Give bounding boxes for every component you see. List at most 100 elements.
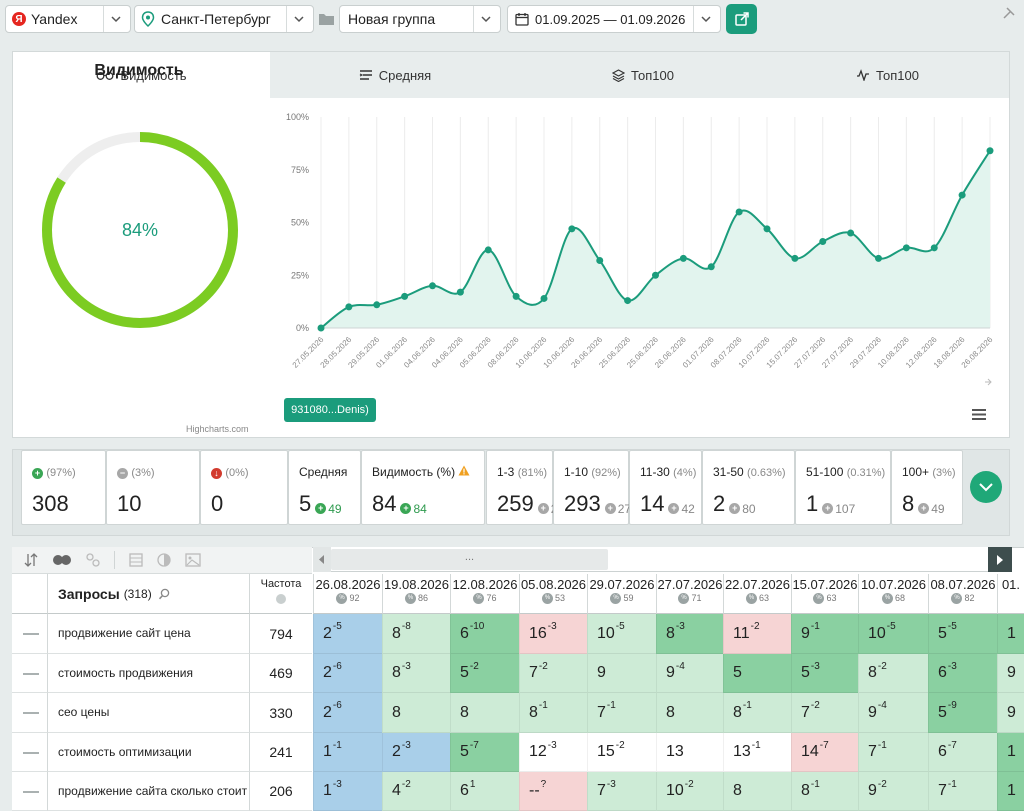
position-cell[interactable]: 6 -10 [450, 614, 519, 654]
date-column-header[interactable]: 22.07.2026% 63 [723, 574, 791, 614]
position-cell[interactable]: 2 -6 [313, 693, 382, 733]
search-icon[interactable] [158, 588, 170, 600]
position-cell[interactable]: 6 -3 [928, 654, 997, 693]
position-cell[interactable]: 15 -2 [587, 733, 656, 772]
position-cell[interactable]: 1 [997, 614, 1024, 654]
position-cell[interactable]: 2 -3 [382, 733, 450, 772]
query-cell[interactable]: стоимость продвижения [48, 654, 250, 693]
tab-average[interactable]: Средняя [270, 52, 520, 98]
position-cell[interactable]: 5 -5 [928, 614, 997, 654]
position-cell[interactable]: 9 [587, 654, 656, 693]
position-cell[interactable]: 8 -1 [519, 693, 587, 733]
position-cell[interactable]: 9 -2 [858, 772, 928, 811]
stat-box[interactable]: 100+ (3%) 8 +49 [891, 450, 963, 525]
stat-box[interactable]: ↓ (0%) 0 [200, 450, 288, 525]
position-cell[interactable]: 1 -1 [313, 733, 382, 772]
position-cell[interactable]: 8 -3 [656, 614, 723, 654]
group-select[interactable]: Новая группа [339, 5, 501, 33]
stat-box[interactable]: 1-3 (81%) 259+2 [486, 450, 557, 525]
scroll-thumb[interactable]: ... [331, 549, 608, 570]
position-cell[interactable]: 8 [656, 693, 723, 733]
position-cell[interactable]: 6 -7 [928, 733, 997, 772]
position-cell[interactable]: 8 [382, 693, 450, 733]
position-cell[interactable]: 9 -4 [656, 654, 723, 693]
stat-box[interactable]: 31-50 (0.63%) 2 +80 [702, 450, 795, 525]
position-cell[interactable]: 14 -7 [791, 733, 858, 772]
query-cell[interactable]: продвижение сайта сколько стоит [48, 772, 250, 811]
link-icon[interactable] [86, 553, 100, 567]
position-cell[interactable]: 10 -2 [656, 772, 723, 811]
position-cell[interactable]: 13 -1 [723, 733, 791, 772]
position-cell[interactable]: 1 -3 [313, 772, 382, 811]
position-cell[interactable]: 7 -1 [587, 693, 656, 733]
date-column-header[interactable]: 08.07.2026% 82 [928, 574, 997, 614]
stat-box[interactable]: 51-100 (0.31%) 1 +107 [795, 450, 891, 525]
frequency-header[interactable]: Частота [250, 574, 312, 614]
stat-box[interactable]: Средняя 5 +49 [288, 450, 361, 525]
row-collapse-icon[interactable] [23, 751, 39, 754]
frequency-settings-icon[interactable] [275, 593, 287, 605]
tab-top100[interactable]: Топ100 [520, 52, 766, 98]
pin-icon[interactable] [1002, 6, 1016, 20]
row-select-cell[interactable] [12, 733, 48, 772]
row-collapse-icon[interactable] [23, 712, 39, 714]
row-select-cell[interactable] [12, 654, 48, 693]
sort-icon[interactable] [24, 553, 38, 567]
row-select-cell[interactable] [12, 614, 48, 654]
position-cell[interactable]: 2 -6 [313, 654, 382, 693]
date-column-header[interactable]: 01. [997, 574, 1024, 614]
series-legend-button[interactable]: 931080...Denis) [284, 398, 376, 422]
position-cell[interactable]: 1 [997, 772, 1024, 811]
position-cell[interactable]: 10 -5 [858, 614, 928, 654]
tab-top100-dynamics[interactable]: Топ100 [766, 52, 1009, 98]
position-cell[interactable]: 10 -5 [587, 614, 656, 654]
image-icon[interactable] [185, 553, 201, 567]
stat-box[interactable]: − (3%) 10 [106, 450, 200, 525]
query-cell[interactable]: сео цены [48, 693, 250, 733]
query-cell[interactable]: продвижение сайт цена [48, 614, 250, 654]
date-column-header[interactable]: 26.08.2026% 92 [313, 574, 382, 614]
position-cell[interactable]: 13 [656, 733, 723, 772]
position-cell[interactable]: 7 -2 [519, 654, 587, 693]
position-cell[interactable]: 7 -2 [791, 693, 858, 733]
stat-box[interactable]: 1-10 (92%) 293 +27 [553, 450, 631, 525]
position-cell[interactable]: 2 -5 [313, 614, 382, 654]
position-cell[interactable]: 5 -3 [791, 654, 858, 693]
chart-menu-icon[interactable] [971, 408, 987, 421]
scroll-right-button[interactable] [988, 547, 1012, 572]
stat-box[interactable]: 11-30 (4%) 14 +42 [629, 450, 702, 525]
expand-stats-button[interactable] [970, 471, 1002, 503]
stat-box[interactable]: + (97%) 308 [21, 450, 106, 525]
export-button[interactable] [726, 4, 757, 34]
scroll-left-button[interactable] [313, 547, 331, 572]
tab-visibility[interactable]: Видимость [13, 52, 270, 98]
engine-select[interactable]: Я Yandex [5, 5, 131, 33]
position-cell[interactable]: 7 -1 [928, 772, 997, 811]
position-cell[interactable]: --? [519, 772, 587, 811]
row-collapse-icon[interactable] [23, 790, 39, 793]
position-cell[interactable]: 1 [997, 733, 1024, 772]
date-column-header[interactable]: 10.07.2026% 68 [858, 574, 928, 614]
position-cell[interactable]: 8 -2 [858, 654, 928, 693]
row-collapse-icon[interactable] [23, 633, 39, 635]
position-cell[interactable]: 8 -8 [382, 614, 450, 654]
position-cell[interactable]: 8 [450, 693, 519, 733]
calendar-grid-icon[interactable] [129, 553, 143, 567]
date-column-header[interactable]: 12.08.2026% 76 [450, 574, 519, 614]
date-column-header[interactable]: 27.07.2026% 71 [656, 574, 723, 614]
position-cell[interactable]: 7 -1 [858, 733, 928, 772]
query-cell[interactable]: стоимость оптимизации [48, 733, 250, 772]
position-cell[interactable]: 11 -2 [723, 614, 791, 654]
stat-box[interactable]: Видимость (%) 84 +84 [361, 450, 485, 525]
date-scrollbar[interactable]: ... [313, 547, 1012, 572]
position-cell[interactable]: 5 [723, 654, 791, 693]
date-column-header[interactable]: 29.07.2026% 59 [587, 574, 656, 614]
toggle-icon[interactable] [52, 554, 72, 566]
row-collapse-icon[interactable] [23, 672, 39, 675]
date-column-header[interactable]: 15.07.2026% 63 [791, 574, 858, 614]
position-cell[interactable]: 8 -3 [382, 654, 450, 693]
queries-header[interactable]: Запросы (318) [48, 574, 250, 614]
position-cell[interactable]: 9 [997, 693, 1024, 733]
position-cell[interactable]: 16 -3 [519, 614, 587, 654]
